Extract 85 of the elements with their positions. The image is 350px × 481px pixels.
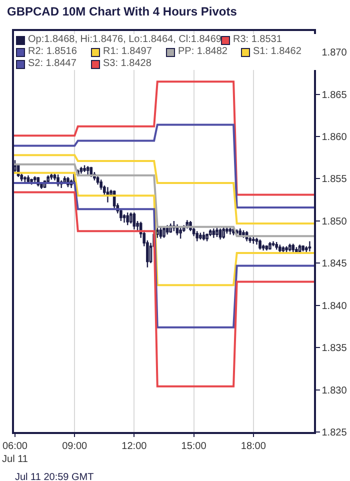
y-tick-label: 1.825 [322,428,348,438]
candlestick [302,244,304,252]
candlestick [26,174,30,184]
candlestick [50,173,53,180]
legend-label: R2: 1.8516 [28,46,77,58]
chart-title: GBPCAD 10M Chart With 4 Hours Pivots [7,4,238,19]
line-series [14,182,314,328]
legend-label: R1: 1.8497 [103,46,152,58]
candlestick [238,228,242,237]
y-tick-label: 1.855 [322,174,348,186]
y-tick-label: 1.840 [322,300,348,312]
candlestick [258,238,262,250]
candlestick [46,174,50,184]
candlestick [192,225,196,237]
candlestick [252,236,255,244]
x-tick-label: 15:00 [181,440,207,452]
candlestick [86,165,90,176]
candlestick [162,225,166,238]
x-tick-label: 09:00 [62,440,88,452]
y-tick-label: 1.835 [322,343,348,354]
candlestick [166,224,169,236]
y-tick-label: 1.830 [322,385,348,396]
line-series [14,80,314,196]
x-tick-label: 18:00 [240,440,266,452]
y-tick-label: 1.850 [322,216,348,228]
candlestick [285,246,288,254]
y-tick-label: 1.860 [322,132,348,144]
y-tick-label: 1.865 [322,90,348,101]
line-series [14,163,314,238]
legend-label: Op:1.8468, Hi:1.8476, Lo:1.8464, Cl:1.8469 [28,34,222,46]
candlestick [255,237,258,246]
candlestick [262,244,265,252]
candlestick [156,227,159,238]
line-series [14,154,314,224]
candlestick [216,227,218,238]
candlestick [268,241,272,250]
candlestick [122,214,126,224]
line-series [14,124,314,208]
candlestick [212,228,216,238]
candlestick [132,212,136,230]
candlestick [308,240,312,252]
legend-label: S3: 1.8428 [103,58,152,70]
candlestick [80,166,83,174]
candlestick [208,228,212,237]
candlestick [282,246,285,253]
candlestick [179,227,182,240]
candlestick [206,233,208,242]
x-tick-label: 06:00 Jul 11 [2,440,28,465]
candlestick [100,178,102,190]
candlestick [33,176,36,183]
candlestick [83,164,86,173]
candlestick [275,241,278,250]
candlestick [90,166,93,178]
line-series [14,172,314,286]
x-tick-label: 12:00 [122,440,148,452]
candlestick [265,244,268,252]
candlestick [196,230,199,242]
candlestick [298,244,302,253]
y-tick-label: 1.845 [322,258,348,270]
candlestick [222,226,226,240]
line-series [14,191,314,388]
candlestick [202,231,206,241]
candlestick [159,226,162,240]
candlestick [288,243,292,252]
candlestick [199,232,202,240]
candlestick [106,186,110,203]
candlestick [126,212,129,226]
candlestick [242,230,245,238]
legend-label: S1: 1.8462 [253,46,302,58]
candlestick [176,224,179,236]
candlestick [272,240,275,247]
candlestick [292,243,295,253]
legend-label: S2: 1.8447 [28,58,76,70]
candlestick [24,176,26,183]
legend-label: PP: 1.8482 [178,46,228,58]
legend-label: R3: 1.8531 [233,34,282,46]
candlestick [226,225,228,234]
y-tick-label: 1.870 [322,48,348,59]
candlestick [218,228,222,240]
candlestick [96,176,100,186]
candlestick [278,244,282,254]
candlestick [295,246,298,254]
candlestick [228,227,232,236]
text: Jul 11 20:59 GMT [15,472,94,481]
candlestick [30,178,33,186]
